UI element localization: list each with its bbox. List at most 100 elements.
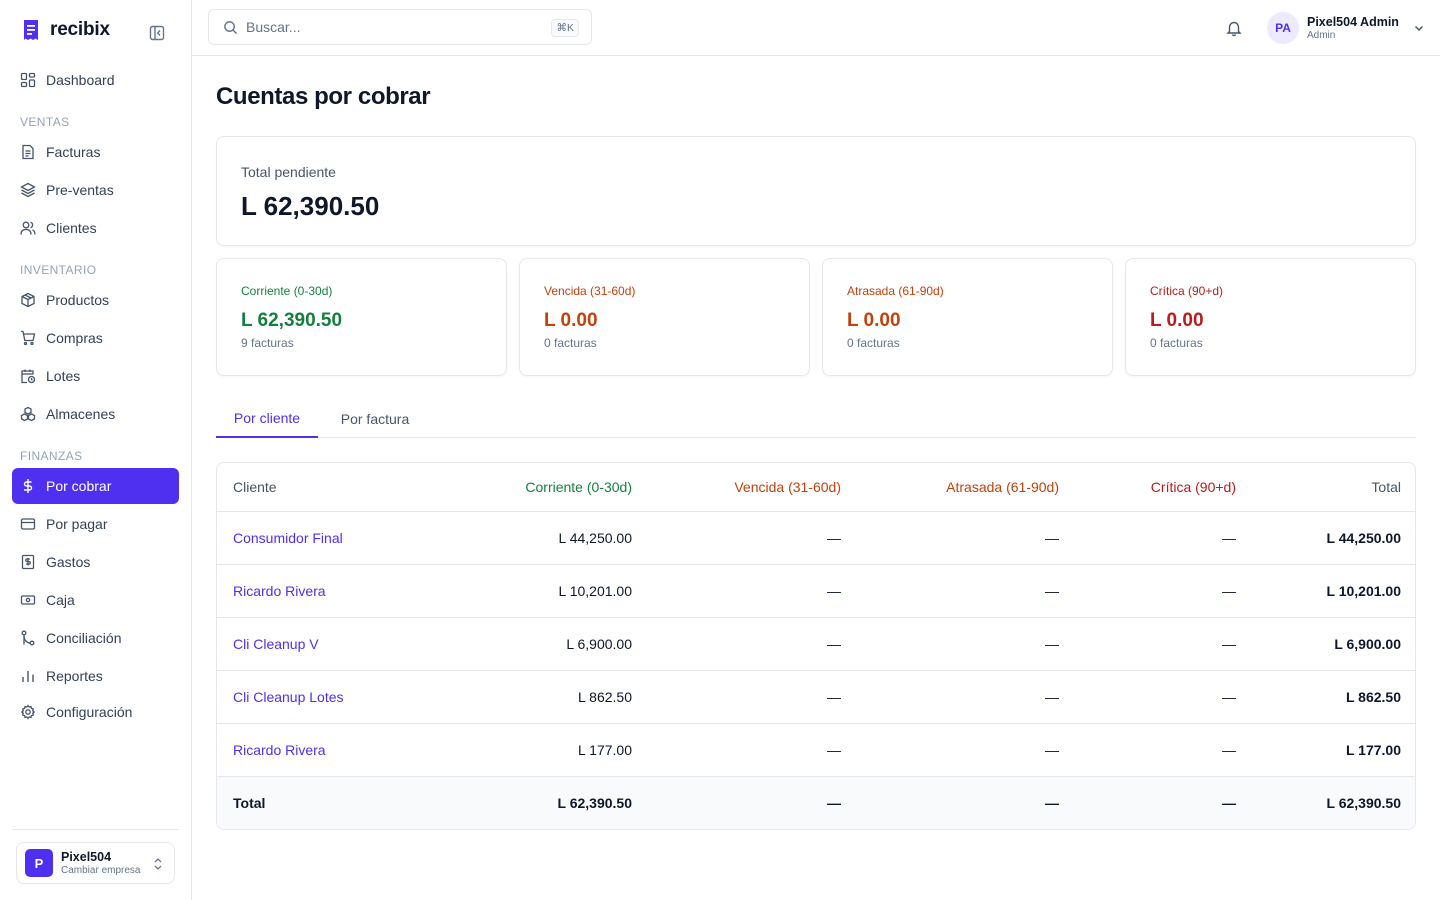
total-pending-card: Total pendiente L 62,390.50	[216, 136, 1416, 246]
sidebar-item-almacenes[interactable]: Almacenes	[12, 396, 179, 432]
cell-corriente: L 10,201.00	[558, 582, 632, 599]
table-row: Consumidor Final L 44,250.00 — — — L 44,…	[217, 511, 1415, 564]
calendar-clock-icon	[21, 369, 36, 384]
bucket-label: Crítica (90+d)	[1150, 284, 1224, 298]
user-role: Admin	[1307, 30, 1336, 41]
cell-atrasada: —	[1045, 635, 1059, 652]
bucket-card-vencida: Vencida (31-60d) L 0.00 0 facturas	[519, 258, 810, 376]
cell-total: L 10,201.00	[1326, 582, 1401, 599]
table-row: Cli Cleanup Lotes L 862.50 — — — L 862.5…	[217, 670, 1415, 723]
cell-vencida: —	[827, 635, 841, 652]
bar-chart-icon	[22, 671, 34, 682]
client-link[interactable]: Ricardo Rivera	[233, 741, 326, 758]
cell-vencida: —	[827, 582, 841, 599]
sidebar-item-gastos[interactable]: Gastos	[12, 544, 179, 580]
sidebar-item-label: Almacenes	[46, 406, 116, 422]
column-header-total[interactable]: Total	[1371, 478, 1401, 495]
bucket-value: L 62,390.50	[241, 310, 343, 331]
sidebar-item-conciliacion[interactable]: Conciliación	[12, 620, 179, 656]
cell-atrasada: —	[1045, 741, 1059, 758]
sidebar-item-por-pagar[interactable]: Por pagar	[12, 506, 179, 542]
total-corriente: L 62,390.50	[557, 794, 632, 811]
cell-vencida: —	[827, 529, 841, 546]
page-title: Cuentas por cobrar	[216, 83, 431, 110]
company-name: Pixel504	[61, 850, 112, 864]
client-link[interactable]: Cli Cleanup V	[233, 635, 319, 652]
bucket-count: 9 facturas	[241, 336, 294, 350]
total-row-label: Total	[233, 794, 266, 811]
column-header-vencida[interactable]: Vencida (31-60d)	[734, 478, 841, 495]
sidebar-item-caja[interactable]: Caja	[12, 582, 179, 618]
cell-critica: —	[1222, 635, 1236, 652]
sidebar-item-label: Facturas	[46, 144, 101, 160]
sidebar-item-facturas[interactable]: Facturas	[12, 134, 179, 170]
cell-critica: —	[1222, 688, 1236, 705]
section-label-finanzas: FINANZAS	[20, 449, 83, 463]
column-header-atrasada[interactable]: Atrasada (61-90d)	[946, 478, 1059, 495]
client-link[interactable]: Consumidor Final	[233, 529, 343, 546]
cell-corriente: L 862.50	[578, 688, 632, 705]
bucket-card-corriente: Corriente (0-30d) L 62,390.50 9 facturas	[216, 258, 507, 376]
file-text-icon	[22, 144, 34, 160]
receivables-table: Cliente Corriente (0-30d) Vencida (31-60…	[216, 462, 1416, 830]
bucket-label: Vencida (31-60d)	[544, 284, 636, 298]
sidebar-collapse-icon[interactable]	[149, 25, 165, 41]
search-icon	[224, 20, 238, 34]
dollar-icon	[23, 479, 33, 493]
column-header-critica[interactable]: Crítica (90+d)	[1150, 478, 1236, 495]
cell-atrasada: —	[1045, 582, 1059, 599]
brand[interactable]: recibix	[22, 19, 110, 41]
cell-total: L 6,900.00	[1334, 635, 1401, 652]
cell-corriente: L 6,900.00	[566, 635, 632, 652]
cell-critica: —	[1222, 529, 1236, 546]
bucket-value: L 0.00	[544, 310, 598, 331]
client-link[interactable]: Cli Cleanup Lotes	[233, 688, 344, 705]
sidebar-item-por-cobrar[interactable]: Por cobrar	[12, 468, 179, 504]
column-header-cliente[interactable]: Cliente	[233, 478, 277, 495]
company-switcher[interactable]: P Pixel504 Cambiar empresa	[16, 842, 175, 884]
cell-critica: —	[1222, 582, 1236, 599]
total-total: L 62,390.50	[1326, 794, 1401, 811]
search-shortcut-badge: ⌘K	[551, 19, 579, 37]
cell-vencida: —	[827, 688, 841, 705]
search-input[interactable]	[246, 19, 536, 35]
client-link[interactable]: Ricardo Rivera	[233, 582, 326, 599]
sidebar-item-dashboard[interactable]: Dashboard	[12, 62, 179, 98]
sidebar: recibix Dashboard VENTAS Facturas Pre-ve…	[0, 0, 192, 900]
bucket-count: 0 facturas	[847, 336, 900, 350]
section-label-ventas: VENTAS	[20, 115, 70, 129]
sidebar-item-label: Pre-ventas	[46, 182, 114, 198]
top-header: ⌘K PA Pixel504 Admin Admin	[192, 0, 1440, 56]
user-name: Pixel504 Admin	[1307, 15, 1399, 29]
git-merge-icon	[21, 630, 35, 646]
sidebar-item-label: Dashboard	[46, 72, 115, 88]
sidebar-item-compras[interactable]: Compras	[12, 320, 179, 356]
chevrons-up-down-icon	[154, 858, 162, 870]
cell-total: L 862.50	[1345, 688, 1401, 705]
column-header-corriente[interactable]: Corriente (0-30d)	[525, 478, 632, 495]
table-row: Cli Cleanup V L 6,900.00 — — — L 6,900.0…	[217, 617, 1415, 670]
sidebar-item-label: Productos	[46, 292, 110, 308]
sidebar-item-configuracion[interactable]: Configuración	[12, 694, 179, 730]
user-menu[interactable]: PA Pixel504 Admin Admin	[1267, 12, 1425, 44]
bucket-card-critica: Crítica (90+d) L 0.00 0 facturas	[1125, 258, 1416, 376]
search-box[interactable]: ⌘K	[208, 9, 592, 45]
bell-icon[interactable]	[1225, 19, 1243, 37]
sidebar-item-label: Lotes	[46, 368, 81, 384]
sidebar-item-reportes[interactable]: Reportes	[12, 658, 179, 694]
total-vencida: —	[827, 794, 841, 811]
tab-por-factura[interactable]: Por factura	[340, 411, 410, 427]
dashboard-icon	[20, 72, 36, 88]
table-row: Ricardo Rivera L 177.00 — — — L 177.00	[217, 723, 1415, 776]
sidebar-item-pre-ventas[interactable]: Pre-ventas	[12, 172, 179, 208]
bucket-count: 0 facturas	[544, 336, 597, 350]
sidebar-item-lotes[interactable]: Lotes	[12, 358, 179, 394]
sidebar-item-label: Caja	[46, 592, 75, 608]
avatar: PA	[1267, 12, 1299, 44]
sidebar-item-label: Compras	[46, 330, 103, 346]
sidebar-item-label: Gastos	[46, 554, 91, 570]
sidebar-item-label: Clientes	[46, 220, 97, 236]
sidebar-item-clientes[interactable]: Clientes	[12, 210, 179, 246]
sidebar-item-productos[interactable]: Productos	[12, 282, 179, 318]
tab-por-cliente[interactable]: Por cliente	[216, 400, 318, 438]
